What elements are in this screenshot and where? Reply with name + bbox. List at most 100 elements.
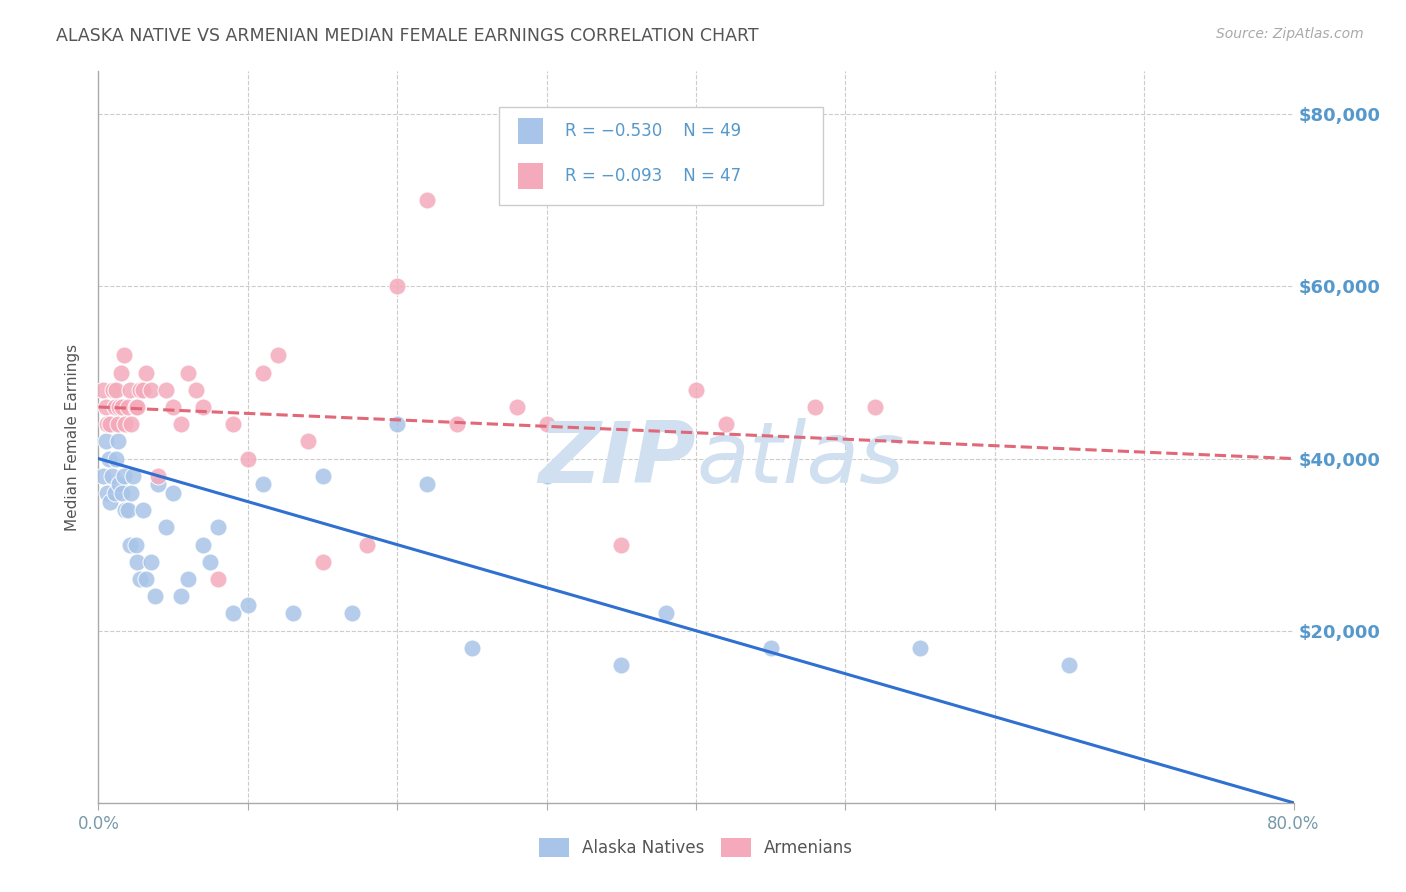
Point	[129, 383, 152, 397]
Point	[98, 494, 122, 508]
Point	[129, 572, 152, 586]
Point	[356, 538, 378, 552]
Point	[236, 598, 259, 612]
Point	[135, 572, 157, 586]
Point	[105, 383, 128, 397]
Point	[207, 572, 229, 586]
Point	[804, 400, 827, 414]
Point	[121, 468, 143, 483]
Point	[461, 640, 484, 655]
Point	[222, 607, 245, 621]
Point	[132, 503, 155, 517]
Point	[112, 348, 135, 362]
Point	[107, 434, 129, 449]
Point	[139, 555, 162, 569]
Point	[143, 589, 166, 603]
Point	[105, 451, 128, 466]
Point	[536, 468, 558, 483]
Point	[118, 538, 141, 552]
Point	[125, 400, 148, 414]
Text: R = −0.093    N = 47: R = −0.093 N = 47	[565, 167, 741, 185]
Point	[162, 486, 184, 500]
Point	[1059, 658, 1081, 673]
Text: Source: ZipAtlas.com: Source: ZipAtlas.com	[1216, 27, 1364, 41]
Point	[506, 400, 529, 414]
Text: ZIP: ZIP	[538, 417, 696, 500]
Point	[97, 451, 120, 466]
Point	[120, 486, 142, 500]
Point	[94, 400, 117, 414]
Point	[117, 503, 139, 517]
Point	[118, 383, 141, 397]
Point	[177, 572, 200, 586]
Point	[169, 589, 191, 603]
Point	[908, 640, 931, 655]
Point	[267, 348, 290, 362]
Point	[104, 486, 127, 500]
Point	[103, 383, 125, 397]
Point	[98, 417, 122, 432]
Point	[162, 400, 184, 414]
Point	[311, 468, 333, 483]
Point	[117, 400, 139, 414]
Point	[610, 658, 633, 673]
Point	[107, 417, 129, 432]
Point	[111, 400, 134, 414]
Text: atlas: atlas	[696, 417, 904, 500]
Point	[536, 417, 558, 432]
Point	[94, 434, 117, 449]
Point	[104, 400, 127, 414]
Point	[96, 486, 118, 500]
Point	[191, 400, 214, 414]
Point	[191, 538, 214, 552]
Point	[252, 366, 274, 380]
Text: R = −0.530    N = 49: R = −0.530 N = 49	[565, 122, 741, 140]
Point	[114, 417, 136, 432]
Point	[101, 468, 124, 483]
Point	[385, 279, 409, 293]
Point	[155, 383, 177, 397]
Point	[148, 477, 170, 491]
Point	[103, 417, 125, 432]
Point	[685, 383, 707, 397]
Point	[91, 383, 114, 397]
Point	[132, 383, 155, 397]
Point	[155, 520, 177, 534]
Point	[169, 417, 191, 432]
Point	[114, 503, 136, 517]
Point	[222, 417, 245, 432]
Text: ALASKA NATIVE VS ARMENIAN MEDIAN FEMALE EARNINGS CORRELATION CHART: ALASKA NATIVE VS ARMENIAN MEDIAN FEMALE …	[56, 27, 759, 45]
Point	[236, 451, 259, 466]
Point	[120, 417, 142, 432]
Point	[446, 417, 468, 432]
Point	[127, 555, 149, 569]
Point	[416, 194, 439, 208]
Point	[108, 400, 131, 414]
Point	[125, 538, 148, 552]
Point	[91, 468, 114, 483]
Point	[610, 538, 633, 552]
Point	[714, 417, 737, 432]
Point	[135, 366, 157, 380]
Point	[112, 468, 135, 483]
Point	[184, 383, 207, 397]
Point	[759, 640, 782, 655]
Point	[111, 486, 134, 500]
Point	[655, 607, 678, 621]
Point	[342, 607, 364, 621]
Point	[148, 468, 170, 483]
Point	[416, 477, 439, 491]
Point	[207, 520, 229, 534]
Point	[110, 400, 132, 414]
Point	[252, 477, 274, 491]
Point	[297, 434, 319, 449]
Point	[110, 366, 132, 380]
Point	[281, 607, 304, 621]
Point	[177, 366, 200, 380]
Point	[127, 400, 149, 414]
Y-axis label: Median Female Earnings: Median Female Earnings	[65, 343, 80, 531]
Point	[200, 555, 222, 569]
Point	[385, 417, 409, 432]
Point	[108, 477, 131, 491]
Legend: Alaska Natives, Armenians: Alaska Natives, Armenians	[531, 831, 860, 864]
